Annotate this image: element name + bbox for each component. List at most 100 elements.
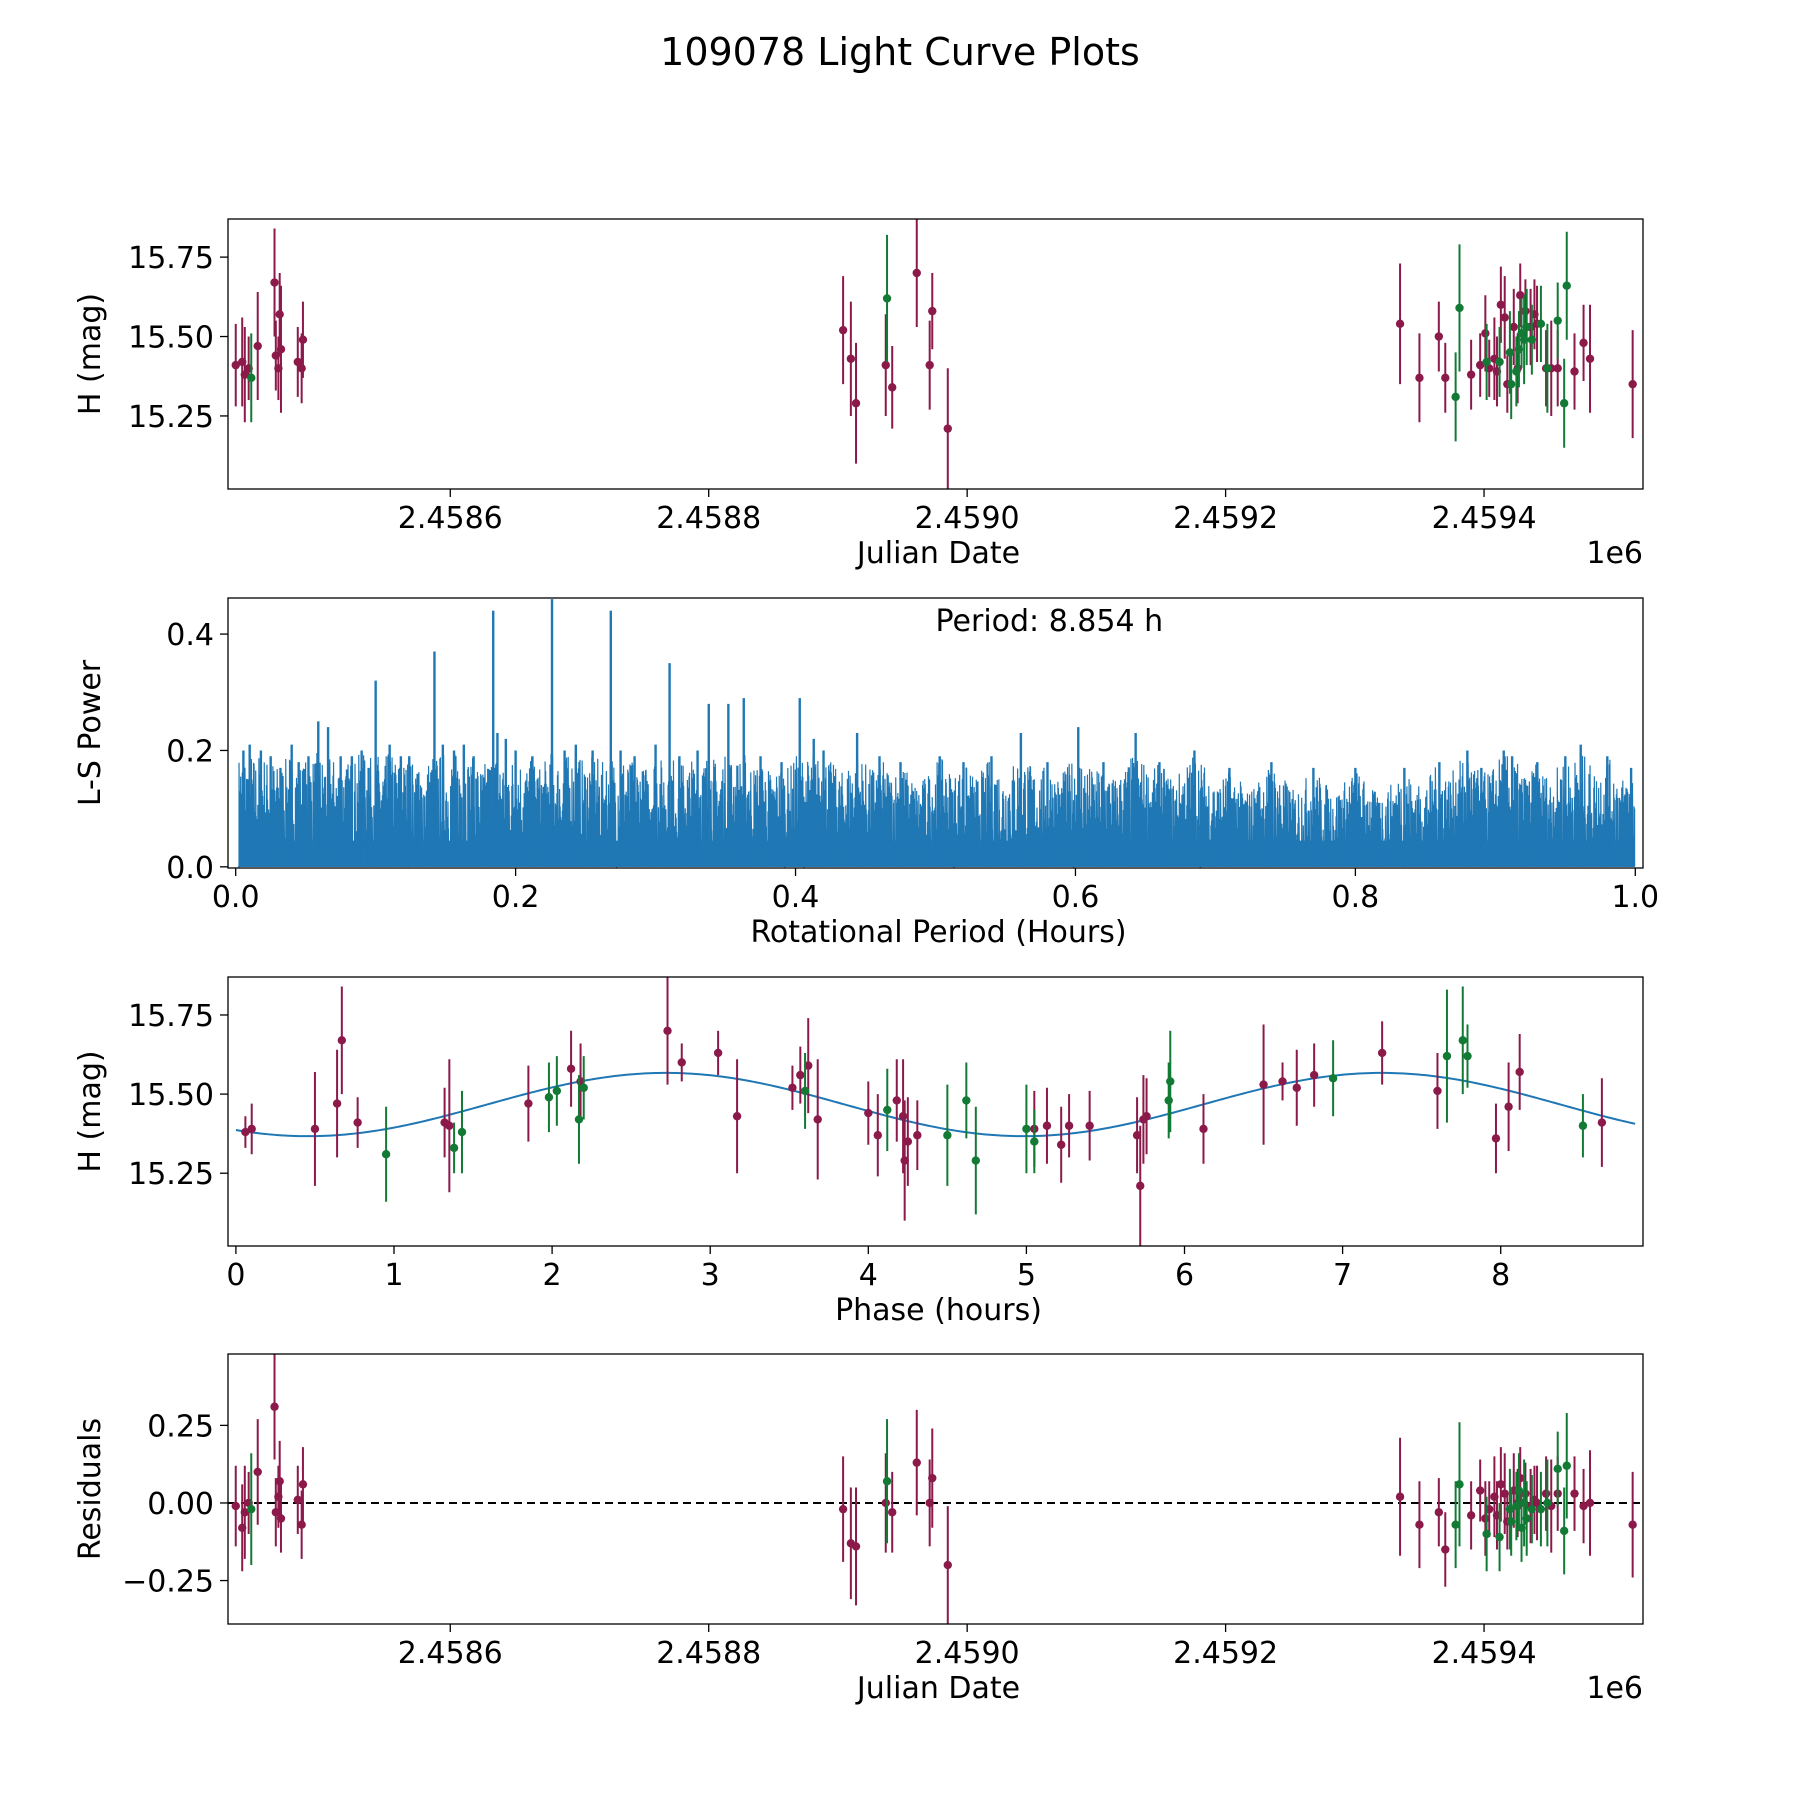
x-tick-label: 2.4594 [1432,501,1537,536]
data-point [1309,1070,1319,1080]
data-point [1415,1520,1424,1529]
y-tick-label: 15.25 [128,400,214,435]
data-point [1463,1051,1472,1061]
data-point [1441,373,1450,383]
data-point [231,1501,240,1511]
data-point [293,1495,302,1505]
data-point [1514,1486,1524,1495]
axes-frame [227,1353,1644,1625]
data-point [800,1086,810,1096]
data-point [552,1086,562,1096]
data-point [310,1124,320,1134]
y-tick-label: 15.50 [128,321,214,356]
data-point [912,268,921,278]
data-point [900,1156,909,1165]
data-point [1022,1124,1031,1134]
data-point [1495,1532,1504,1542]
data-point [337,1036,347,1045]
data-point [1496,1480,1506,1489]
x-tick-label: 0.2 [492,880,540,915]
y-axis-label: L-S Power [73,659,108,806]
data-point [1504,1102,1513,1111]
data-point [943,424,952,433]
data-point [1455,303,1464,313]
y-tick-label: 15.75 [128,241,214,276]
data-point [1543,1498,1552,1508]
x-tick-label: 0.8 [1332,880,1380,915]
data-point [270,278,279,287]
x-tick-label: 2.4590 [915,1636,1020,1671]
data-point [1628,379,1637,389]
data-point [1515,1067,1524,1077]
data-point [1500,313,1509,322]
panel-res: 2.4586 2.4588 2.4590 2.4592 2.4594 −0.25 0.00 0… [73,1353,1644,1706]
plot-area [237,599,1636,868]
y-axis-label: H (mag) [73,1050,108,1172]
axes-frame [227,597,1644,869]
data-point [1578,1121,1588,1130]
x-tick-label: 1 [384,1258,403,1293]
data-point [851,399,861,408]
series-filter-2 [381,986,1588,1215]
data-point [1458,1036,1467,1045]
data-point [1451,1520,1460,1529]
series-filter-1 [231,1354,1637,1624]
data-point [1496,300,1506,309]
data-point [1132,1131,1142,1140]
data-point [1527,1504,1537,1514]
data-point [1543,364,1552,373]
data-point [882,1477,892,1486]
period-annotation: Period: 8.854 h [936,604,1164,639]
data-point [1455,1480,1464,1489]
data-point [1085,1121,1094,1130]
x-tick-label: 2.4586 [398,1636,503,1671]
data-point [1506,1517,1516,1526]
data-point [1199,1124,1208,1134]
data-point [1377,1048,1387,1058]
x-axis-label: Julian Date [855,1671,1020,1706]
x-tick-label: 6 [1175,1258,1194,1293]
data-point [1475,360,1485,370]
data-point [1536,1504,1546,1514]
data-point [788,1083,797,1092]
x-tick-label: 7 [1333,1258,1352,1293]
data-point [912,1458,921,1467]
x-axis-label: Rotational Period (Hours) [750,915,1126,950]
x-axis-label: Julian Date [855,536,1020,571]
x-tick-label: 2.4592 [1173,501,1278,536]
axes-frame [227,218,1644,490]
data-point [247,1504,256,1514]
x-tick-label: 0.6 [1052,880,1100,915]
plot-area [235,977,1636,1246]
data-point [943,1560,952,1570]
series-filter-2 [247,231,1571,448]
y-tick-label: 0.0 [166,851,214,886]
data-point [1628,1520,1637,1529]
data-point [663,1026,672,1036]
y-tick-label: 0.4 [166,618,214,653]
data-point [1395,319,1405,329]
data-point [1522,1514,1531,1523]
y-tick-label: −0.25 [122,1565,214,1600]
data-point [566,1064,576,1073]
data-point [1451,392,1460,402]
panel-lc: 2.4586 2.4588 2.4590 2.4592 2.4594 15.25 15.50… [73,218,1644,571]
data-point [971,1156,981,1165]
x-tick-label: 4 [859,1258,878,1293]
data-point [732,1112,742,1121]
data-point [1509,322,1518,332]
data-point [1259,1080,1268,1089]
data-point [1585,1498,1595,1508]
figure-title: 109078 Light Curve Plots [660,30,1140,74]
data-point [1434,332,1444,341]
y-axis-label: Residuals [73,1418,108,1560]
x-tick-label: 0 [226,1258,245,1293]
data-point [1482,1529,1491,1539]
data-point [1466,370,1476,379]
data-point [298,1480,308,1489]
x-tick-label: 2.4592 [1173,1636,1278,1671]
series-filter-1 [231,219,1637,489]
data-point [1434,1508,1444,1517]
x-axis-offset-label: 1e6 [1586,536,1643,571]
data-point [241,1127,250,1137]
